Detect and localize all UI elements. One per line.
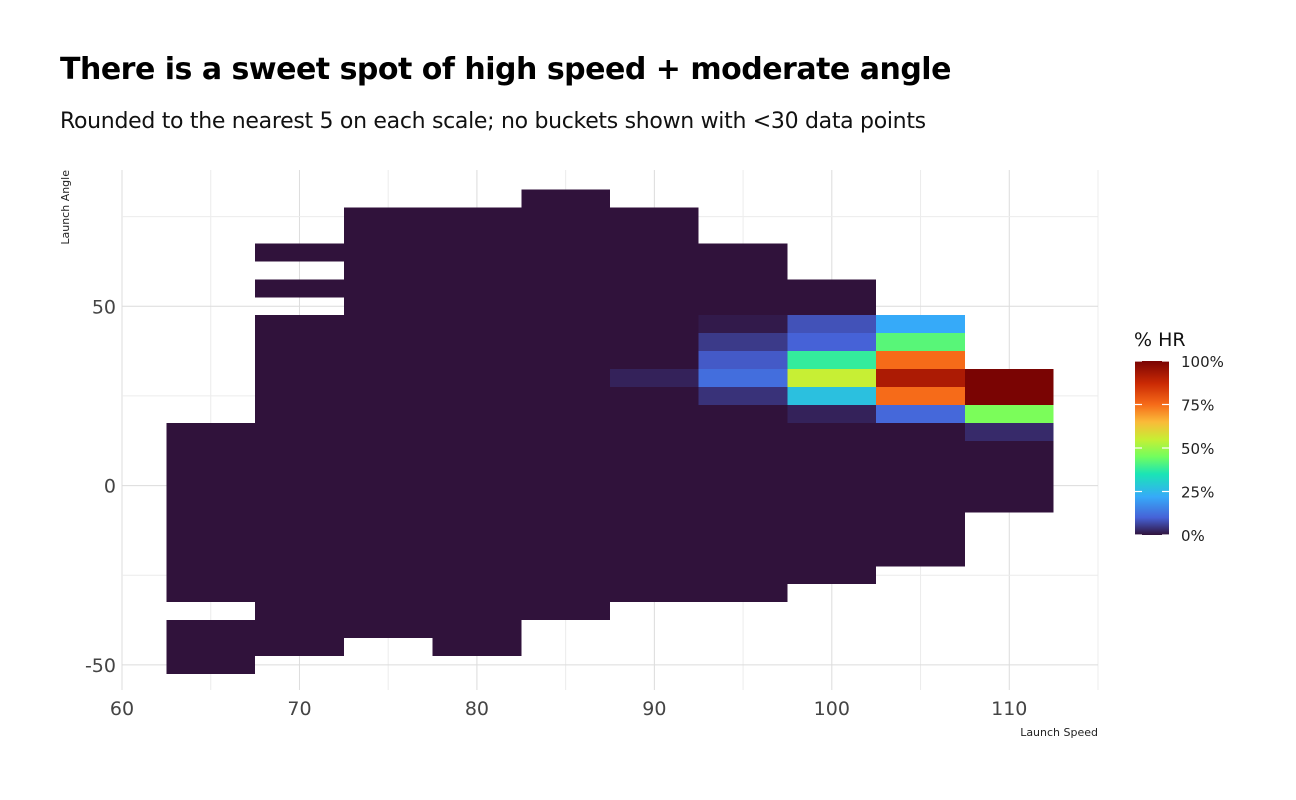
heatmap-cell	[166, 620, 256, 674]
y-tick-label: 50	[92, 296, 116, 318]
heatmap-cell	[787, 404, 877, 423]
heatmap-cell	[876, 333, 965, 352]
heatmap-cell	[698, 315, 788, 334]
heatmap-cell	[432, 297, 522, 656]
heatmap-cell	[876, 386, 965, 405]
y-tick-label: 0	[104, 476, 116, 498]
x-tick-label: 110	[991, 698, 1027, 720]
heatmap-cell	[787, 422, 877, 585]
x-tick-label: 100	[814, 698, 850, 720]
heatmap-cell	[787, 333, 877, 352]
heatmap-cells	[166, 189, 1054, 674]
heatmap-cell	[787, 351, 877, 370]
heatmap-cell	[787, 386, 877, 405]
heatmap-cell	[698, 404, 788, 603]
heatmap-cell	[876, 404, 965, 423]
chart-title: There is a sweet spot of high speed + mo…	[60, 52, 951, 87]
legend: % HR 100% 75% 50% 25% 0%	[1134, 329, 1224, 545]
legend-label: 0%	[1181, 527, 1205, 545]
heatmap-cell	[610, 207, 699, 370]
axis-ticks: 60 70 80 90 100 110 -50 0 50	[85, 296, 1027, 720]
heatmap-cell	[521, 189, 610, 621]
heatmap-cell	[964, 422, 1054, 441]
legend-label: 50%	[1181, 440, 1214, 458]
chart-subtitle: Rounded to the nearest 5 on each scale; …	[60, 109, 926, 134]
heatmap-cell	[343, 207, 433, 298]
heatmap-cell	[698, 333, 788, 352]
heatmap-cell	[610, 369, 699, 387]
heatmap-cell	[698, 386, 788, 405]
heatmap-cell	[964, 440, 1054, 513]
x-tick-label: 60	[110, 698, 134, 720]
heatmap-cell	[698, 351, 788, 370]
legend-label: 75%	[1181, 397, 1214, 415]
heatmap-cell	[787, 279, 877, 316]
x-tick-label: 90	[642, 698, 666, 720]
heatmap-cell	[876, 422, 965, 567]
legend-label: 25%	[1181, 484, 1214, 502]
x-tick-label: 70	[287, 698, 311, 720]
heatmap-cell	[166, 422, 256, 603]
heatmap-cell	[610, 386, 699, 603]
heatmap-cell	[698, 369, 788, 387]
legend-label: 100%	[1181, 353, 1224, 371]
legend-ticks: 100% 75% 50% 25% 0%	[1135, 353, 1224, 545]
heatmap-cell	[343, 297, 433, 638]
y-tick-label: -50	[85, 655, 116, 677]
heatmap-cell	[255, 279, 344, 298]
x-axis-title: Launch Speed	[1020, 726, 1098, 739]
heatmap-cell	[255, 243, 344, 262]
heatmap-cell	[964, 369, 1054, 405]
heatmap-cell	[876, 351, 965, 370]
heatmap-cell	[964, 404, 1054, 423]
heatmap-cell	[876, 369, 965, 387]
heatmap-cell	[698, 243, 788, 316]
x-tick-label: 80	[465, 698, 489, 720]
heatmap-cell	[787, 369, 877, 387]
heatmap-cell	[255, 315, 344, 656]
heatmap-cell	[787, 315, 877, 334]
y-axis-title: Launch Angle	[59, 170, 72, 245]
heatmap-cell	[876, 315, 965, 334]
legend-title: % HR	[1134, 329, 1186, 351]
heatmap-cell	[432, 207, 522, 298]
